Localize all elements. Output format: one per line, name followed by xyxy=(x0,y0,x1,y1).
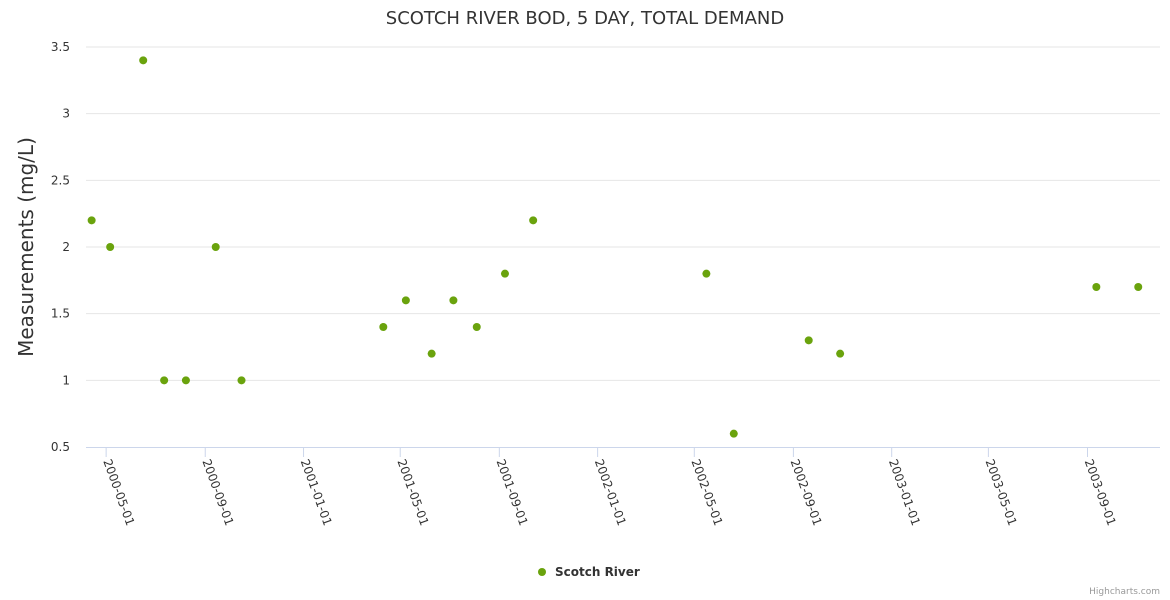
data-point[interactable] xyxy=(106,243,115,251)
y-axis-label: Measurements (mg/L) xyxy=(14,137,38,357)
data-point[interactable] xyxy=(729,429,738,438)
data-point[interactable] xyxy=(804,336,813,345)
y-tick-labels: 0.5 1 1.5 2 2.5 3 3.5 xyxy=(51,40,70,454)
y-tick-label: 1 xyxy=(62,373,70,387)
data-point[interactable] xyxy=(181,376,190,385)
data-point[interactable] xyxy=(237,376,246,385)
data-point[interactable] xyxy=(211,243,220,251)
data-point[interactable] xyxy=(139,56,148,65)
y-tick-label: 3 xyxy=(62,107,70,121)
legend-item-scotch-river[interactable]: Scotch River xyxy=(555,565,640,579)
data-point[interactable] xyxy=(702,269,711,278)
data-point[interactable] xyxy=(160,376,169,385)
credits-link[interactable]: Highcharts.com xyxy=(1089,587,1160,597)
y-tick-label: 3.5 xyxy=(51,40,70,54)
data-point[interactable] xyxy=(500,269,509,278)
data-point[interactable] xyxy=(87,216,96,225)
y-gridlines xyxy=(86,46,1160,381)
data-point[interactable] xyxy=(472,323,481,331)
legend-marker xyxy=(538,568,546,576)
chart-title: SCOTCH RIVER BOD, 5 DAY, TOTAL DEMAND xyxy=(386,8,784,29)
data-point[interactable] xyxy=(1134,283,1143,291)
series-scotch-river[interactable] xyxy=(87,56,1143,438)
y-tick-label: 0.5 xyxy=(51,440,70,454)
data-point[interactable] xyxy=(427,349,436,358)
data-point[interactable] xyxy=(379,323,388,331)
data-point[interactable] xyxy=(1092,283,1101,291)
data-point[interactable] xyxy=(836,349,845,358)
data-point[interactable] xyxy=(529,216,538,225)
y-tick-label: 1.5 xyxy=(51,307,70,321)
data-point[interactable] xyxy=(401,296,410,305)
legend[interactable]: Scotch River xyxy=(538,565,640,579)
y-tick-label: 2 xyxy=(62,240,70,254)
data-point[interactable] xyxy=(449,296,458,305)
y-tick-label: 2.5 xyxy=(51,173,70,187)
